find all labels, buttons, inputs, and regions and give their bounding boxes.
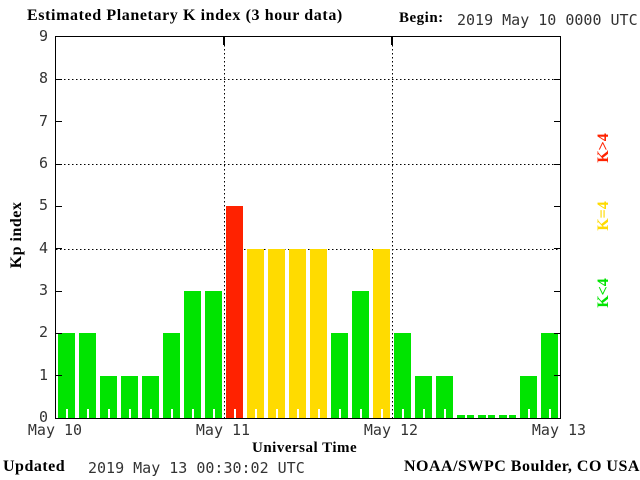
kp-bar [58,333,75,418]
bar-base-tick [318,409,320,418]
y-axis-tick-label: 5 [38,196,48,215]
updated-timestamp: 2019 May 13 00:30:02 UTC [88,459,305,477]
bar-base-tick [465,409,467,418]
page-title: Estimated Planetary K index (3 hour data… [27,7,343,24]
bar-base-tick [339,409,341,418]
y-axis-tick-label: 7 [38,111,48,130]
bar-base-tick [360,409,362,418]
y-axis-tick-label: 8 [38,69,48,88]
y-axis-tick [554,121,560,123]
bar-base-tick [171,409,173,418]
bar-base-tick [297,409,299,418]
kp-bar [226,206,243,418]
legend-item-k-eq-4: K=4 [595,201,612,231]
y-axis-tick [56,78,62,80]
bar-base-tick [108,409,110,418]
x-axis-tick-label: May 10 [27,421,83,439]
kp-bar [205,291,222,418]
kp-bar [373,249,390,418]
y-axis-tick-label: 2 [38,323,48,342]
y-axis-tick-label: 3 [38,281,48,299]
y-axis-tick [554,78,560,80]
begin-value: 2019 May 10 0000 UTC [457,11,638,29]
legend-item-k-gt-4: K>4 [595,133,612,163]
y-axis-tick [56,332,62,334]
gridline-horizontal [56,164,560,165]
bar-base-tick [192,409,194,418]
y-axis-tick [554,205,560,207]
x-axis-title: Universal Time [252,440,358,456]
kp-bar [541,333,558,418]
y-axis-tick [554,248,560,250]
bar-base-tick [402,409,404,418]
kp-bar [268,249,285,418]
bar-base-tick [423,409,425,418]
y-axis-tick-label: 0 [38,408,48,426]
kp-bar [142,376,159,418]
kp-bar [121,376,138,418]
kp-bar [184,291,201,418]
gridline-vertical [391,37,393,418]
plot-area [55,36,561,419]
kp-bar [394,333,411,418]
y-axis-tick [554,290,560,292]
bar-base-tick [276,409,278,418]
bar-base-tick [213,409,215,418]
kp-bar [436,376,453,418]
bar-base-tick [150,409,152,418]
y-axis-tick [56,205,62,207]
kp-bar [100,376,117,418]
y-axis-tick [56,375,62,377]
kp-bar [247,249,264,418]
bar-base-tick [129,409,131,418]
bar-base-tick [486,409,488,418]
bar-base-tick [549,409,551,418]
day-boundary-tick [223,37,225,45]
x-axis-tick-label: May 11 [195,421,251,439]
y-axis-tick [554,163,560,165]
kp-bar [520,376,537,418]
bar-base-tick [444,409,446,418]
y-axis-tick [554,375,560,377]
bar-base-tick [66,409,68,418]
x-axis-tick-label: May 12 [363,421,419,439]
y-axis-tick [56,163,62,165]
legend-item-k-lt-4: K<4 [595,278,612,308]
kp-bar [163,333,180,418]
kp-bar [310,249,327,418]
y-axis-tick [56,121,62,123]
y-axis-tick [554,332,560,334]
kp-bar [415,376,432,418]
y-axis-tick [56,248,62,250]
gridline-vertical [223,37,225,418]
bar-base-tick [234,409,236,418]
bar-base-tick [507,409,509,418]
gridline-horizontal [56,79,560,81]
y-axis-tick-label: 1 [38,365,48,384]
credit-text: NOAA/SWPC Boulder, CO USA [404,458,640,475]
kp-bar [79,333,96,418]
kp-bar [331,333,348,418]
kp-bar [289,249,306,418]
y-axis-tick [56,290,62,292]
y-axis-tick-label: 9 [38,27,48,45]
begin-label: Begin: [399,10,444,26]
kp-bar [352,291,369,418]
updated-label: Updated [3,458,66,475]
bar-base-tick [87,409,89,418]
bar-base-tick [381,409,383,418]
gridline-horizontal [56,248,560,250]
day-boundary-tick [391,37,393,45]
y-axis-tick-label: 6 [38,154,48,172]
bar-base-tick [528,409,530,418]
y-axis-tick-label: 4 [38,238,48,257]
bar-base-tick [255,409,257,418]
x-axis-tick-label: May 13 [531,421,587,439]
